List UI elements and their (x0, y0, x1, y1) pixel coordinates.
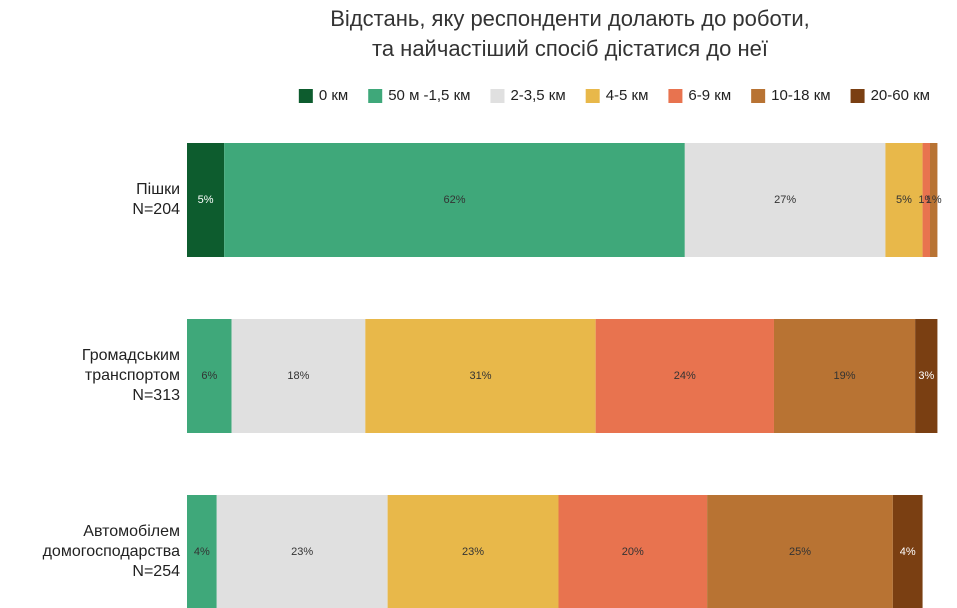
value-label: 19% (834, 370, 856, 382)
bar-segment (365, 319, 596, 433)
value-label: 24% (674, 370, 696, 382)
bar-segment (224, 143, 685, 257)
value-label: 25% (789, 546, 811, 558)
bar-segment (595, 319, 774, 433)
bar-segment (930, 143, 938, 257)
legend-swatch (298, 89, 313, 103)
legend-swatch (668, 89, 683, 103)
bar-segment (387, 495, 559, 608)
value-label: 5% (198, 194, 214, 206)
value-label: 18% (287, 370, 309, 382)
value-label: 27% (774, 194, 796, 206)
bar-segment (915, 319, 938, 433)
value-label: 5% (896, 194, 912, 206)
bar-segment (892, 495, 923, 608)
bar-segment (187, 143, 225, 257)
legend-swatch (585, 89, 600, 103)
legend-swatch (751, 89, 766, 103)
bar-segment (231, 319, 366, 433)
legend-label: 2-3,5 км (510, 87, 565, 104)
value-label: 4% (194, 546, 210, 558)
chart-title: Відстань, яку респонденти долають до роб… (330, 6, 809, 61)
bar-segment (773, 319, 916, 433)
legend-label: 0 км (319, 87, 348, 104)
bar-segment (187, 495, 217, 608)
value-label: 62% (443, 194, 465, 206)
value-label: 23% (462, 546, 484, 558)
bar-segment (684, 143, 886, 257)
value-label: 6% (201, 370, 217, 382)
value-label: 31% (469, 370, 491, 382)
legend-label: 6-9 км (688, 87, 731, 104)
category-label: Громадським транспортом N=313 (82, 347, 180, 404)
legend-label: 4-5 км (606, 87, 649, 104)
value-label: 3% (918, 370, 934, 382)
legend-label: 20-60 км (871, 87, 930, 104)
category-label: Автомобілем домогосподарства N=254 (43, 523, 181, 580)
legend-swatch (490, 89, 505, 103)
bar-segment (558, 495, 708, 608)
value-label: 20% (622, 546, 644, 558)
bar-segment (187, 319, 232, 433)
value-label: 4% (900, 546, 916, 558)
value-label: 23% (291, 546, 313, 558)
legend-label: 50 м -1,5 км (388, 87, 470, 104)
value-label: 1% (926, 194, 942, 206)
bar-segment (885, 143, 923, 257)
legend-swatch (850, 89, 865, 103)
legend-swatch (368, 89, 383, 103)
category-label: Пішки N=204 (132, 181, 180, 218)
bar-segment (707, 495, 893, 608)
bar-segment (216, 495, 388, 608)
bar-segment (922, 143, 930, 257)
legend-label: 10-18 км (771, 87, 830, 104)
